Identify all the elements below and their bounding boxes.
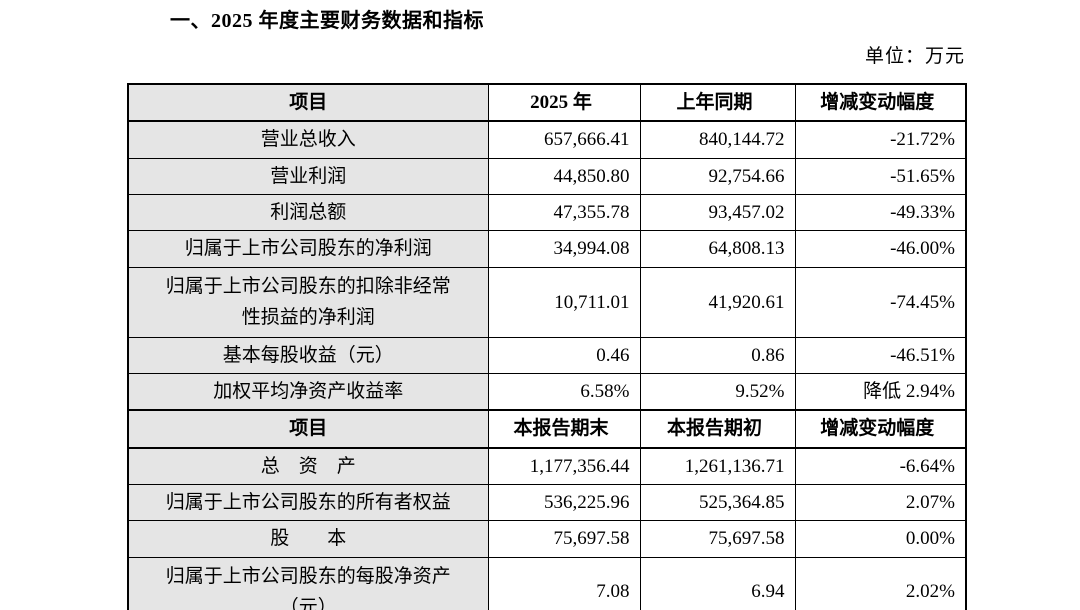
row-label: 利润总额 (127, 194, 489, 232)
current-value: 536,225.96 (487, 484, 641, 522)
page-title: 一、2025 年度主要财务数据和指标 (170, 10, 484, 32)
row-label: 营业总收入 (127, 120, 489, 159)
row-label: 总 资 产 (127, 447, 489, 486)
prior-value: 93,457.02 (639, 194, 796, 232)
table-row: 营业总收入 657,666.41 840,144.72 -21.72% (127, 120, 967, 159)
current-value: 44,850.80 (487, 157, 641, 196)
current-value: 0.46 (487, 336, 641, 375)
prior-value: 6.94 (639, 556, 796, 610)
column-header-change: 增减变动幅度 (794, 82, 967, 123)
current-value: 47,355.78 (487, 194, 641, 232)
current-value: 34,994.08 (487, 230, 641, 268)
column-header-period-start: 本报告期初 (639, 409, 796, 449)
change-value: 2.07% (794, 484, 967, 522)
row-label: 归属于上市公司股东的所有者权益 (127, 484, 489, 522)
row-label: 归属于上市公司股东的每股净资产（元） (127, 556, 489, 610)
current-value: 6.58% (487, 373, 641, 411)
change-value: -6.64% (794, 447, 967, 486)
financial-data-table: 项目 2025 年 上年同期 增减变动幅度 营业总收入 657,666.41 8… (127, 82, 967, 610)
section2-header-row: 项目 本报告期末 本报告期初 增减变动幅度 (127, 409, 967, 449)
table-row: 股 本 75,697.58 75,697.58 0.00% (127, 520, 967, 558)
prior-value: 0.86 (639, 336, 796, 375)
current-value: 657,666.41 (487, 120, 641, 159)
change-value: -46.51% (794, 336, 967, 375)
change-value: -21.72% (794, 120, 967, 159)
row-label: 营业利润 (127, 157, 489, 196)
row-label: 加权平均净资产收益率 (127, 373, 489, 411)
prior-value: 525,364.85 (639, 484, 796, 522)
table-row: 营业利润 44,850.80 92,754.66 -51.65% (127, 157, 967, 196)
prior-value: 64,808.13 (639, 230, 796, 268)
unit-label: 单位：万元 (864, 46, 965, 67)
change-value: -74.45% (794, 266, 967, 338)
table-row: 归属于上市公司股东的净利润 34,994.08 64,808.13 -46.00… (127, 230, 967, 268)
prior-value: 9.52% (639, 373, 796, 411)
table-row: 归属于上市公司股东的所有者权益 536,225.96 525,364.85 2.… (127, 484, 967, 522)
row-label: 归属于上市公司股东的净利润 (127, 230, 489, 268)
change-value: -51.65% (794, 157, 967, 196)
column-header-change: 增减变动幅度 (794, 409, 967, 449)
column-header-item: 项目 (127, 82, 489, 123)
current-value: 75,697.58 (487, 520, 641, 558)
prior-value: 1,261,136.71 (639, 447, 796, 486)
column-header-period-end: 本报告期末 (487, 409, 641, 449)
prior-value: 41,920.61 (639, 266, 796, 338)
change-value: 降低 2.94% (794, 373, 967, 411)
change-value: 2.02% (794, 556, 967, 610)
table-row: 归属于上市公司股东的扣除非经常性损益的净利润 10,711.01 41,920.… (127, 266, 967, 338)
change-value: -46.00% (794, 230, 967, 268)
column-header-current: 2025 年 (487, 82, 641, 123)
current-value: 7.08 (487, 556, 641, 610)
row-label: 归属于上市公司股东的扣除非经常性损益的净利润 (127, 266, 489, 338)
table-row: 归属于上市公司股东的每股净资产（元） 7.08 6.94 2.02% (127, 556, 967, 610)
change-value: -49.33% (794, 194, 967, 232)
column-header-prior: 上年同期 (639, 82, 796, 123)
table-row: 利润总额 47,355.78 93,457.02 -49.33% (127, 194, 967, 232)
prior-value: 75,697.58 (639, 520, 796, 558)
table-row: 总 资 产 1,177,356.44 1,261,136.71 -6.64% (127, 447, 967, 486)
row-label: 股 本 (127, 520, 489, 558)
column-header-item: 项目 (127, 409, 489, 449)
prior-value: 840,144.72 (639, 120, 796, 159)
current-value: 10,711.01 (487, 266, 641, 338)
table-row: 基本每股收益（元） 0.46 0.86 -46.51% (127, 336, 967, 375)
section1-header-row: 项目 2025 年 上年同期 增减变动幅度 (127, 82, 967, 123)
change-value: 0.00% (794, 520, 967, 558)
row-label: 基本每股收益（元） (127, 336, 489, 375)
prior-value: 92,754.66 (639, 157, 796, 196)
table-row: 加权平均净资产收益率 6.58% 9.52% 降低 2.94% (127, 373, 967, 411)
current-value: 1,177,356.44 (487, 447, 641, 486)
